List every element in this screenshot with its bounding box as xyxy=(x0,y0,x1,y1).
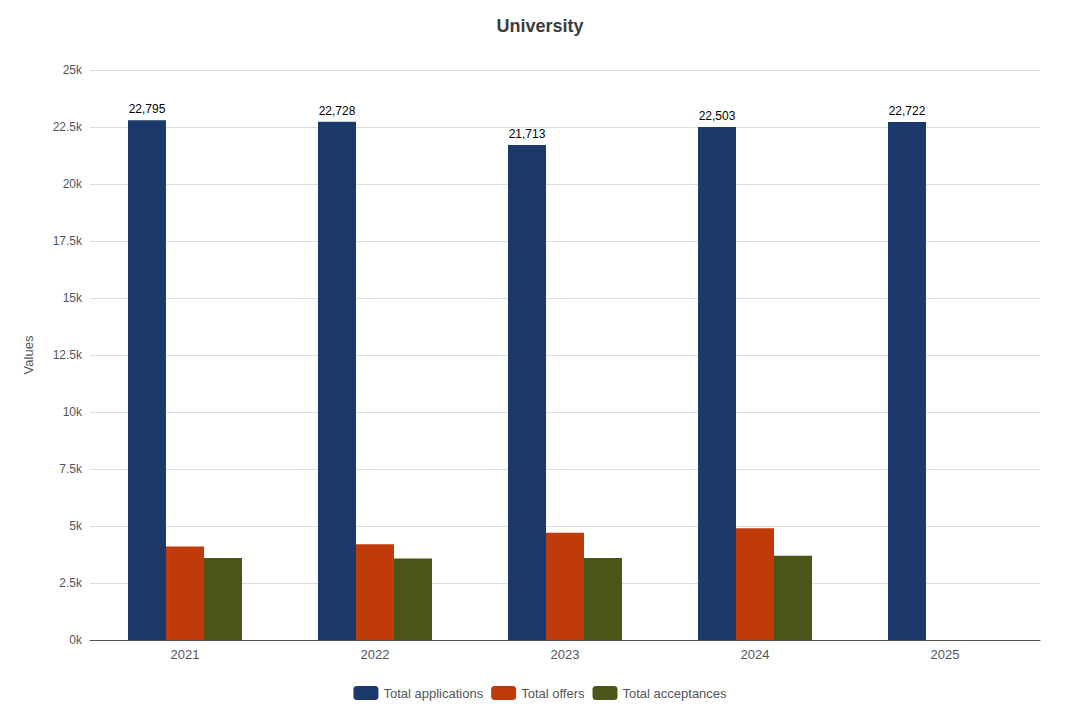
svg-text:22,503: 22,503 xyxy=(699,109,736,123)
svg-text:University: University xyxy=(496,16,583,36)
svg-text:2023: 2023 xyxy=(551,647,580,662)
svg-text:5k: 5k xyxy=(69,519,83,533)
svg-text:25k: 25k xyxy=(63,63,83,77)
svg-text:2024: 2024 xyxy=(741,647,770,662)
svg-text:Total offers: Total offers xyxy=(521,686,585,701)
svg-text:21,713: 21,713 xyxy=(509,127,546,141)
svg-text:2021: 2021 xyxy=(171,647,200,662)
svg-text:Values: Values xyxy=(21,335,36,374)
svg-text:Total acceptances: Total acceptances xyxy=(623,686,728,701)
svg-text:Total applications: Total applications xyxy=(383,686,483,701)
svg-text:22,795: 22,795 xyxy=(129,102,166,116)
svg-text:22,722: 22,722 xyxy=(889,104,926,118)
svg-text:17.5k: 17.5k xyxy=(53,234,83,248)
svg-text:0k: 0k xyxy=(69,633,83,647)
svg-text:22,728: 22,728 xyxy=(319,104,356,118)
svg-text:7.5k: 7.5k xyxy=(59,462,83,476)
svg-text:10k: 10k xyxy=(63,405,83,419)
svg-text:15k: 15k xyxy=(63,291,83,305)
svg-text:12.5k: 12.5k xyxy=(53,348,83,362)
svg-text:2.5k: 2.5k xyxy=(59,576,83,590)
svg-text:22.5k: 22.5k xyxy=(53,120,83,134)
svg-text:2025: 2025 xyxy=(931,647,960,662)
svg-text:20k: 20k xyxy=(63,177,83,191)
svg-text:2022: 2022 xyxy=(361,647,390,662)
